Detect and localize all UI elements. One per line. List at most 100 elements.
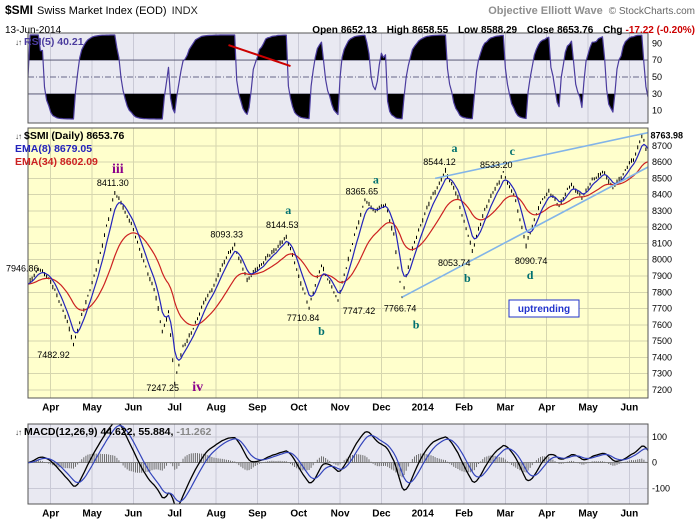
price-axis-label: 8500: [652, 173, 672, 183]
price-bars: [28, 134, 648, 386]
rsi-plot: [28, 34, 648, 120]
ema34-legend-text: EMA(34) 8602.09: [15, 156, 98, 168]
close-value: 8653.76: [557, 25, 594, 36]
x-axis-label: Nov: [331, 403, 350, 414]
x-axis-label: Mar: [497, 403, 515, 414]
macd-signal-line: [28, 425, 648, 503]
price-axis-label: 8200: [652, 222, 672, 232]
x-axis-label: May: [82, 403, 102, 414]
rsi-divergence-trendline: [228, 44, 291, 68]
ema34-line: [28, 161, 648, 326]
low-value: 8588.29: [480, 25, 518, 36]
price-axis-label: 7400: [652, 352, 672, 362]
collapse-arrows-icon: ↓↑: [15, 38, 22, 47]
macd-axis-label: 100: [652, 432, 667, 442]
chg-label: Chg: [603, 25, 623, 36]
x-axis-label-bottom: Apr: [42, 509, 59, 520]
x-axis-label-bottom: May: [578, 509, 598, 520]
quote-row: Open 8652.13 High 8658.55 Low 8588.29 Close…: [305, 25, 695, 36]
x-axis-label: 2014: [412, 403, 435, 414]
x-axis-label-bottom: Apr: [538, 509, 555, 520]
annotation-price-8544: 8544.12: [423, 157, 456, 167]
x-axis-label: Oct: [290, 403, 307, 414]
price-hgrid: [28, 145, 648, 391]
annotation-price-7747: 7747.42: [343, 306, 376, 316]
rsi-panel-border: [27, 32, 649, 124]
annotation-wave-d-mar: d: [527, 268, 534, 282]
annotation-price-7710: 7710.84: [287, 313, 320, 323]
price-axis-label: 8700: [652, 141, 672, 151]
annotation-price-7766: 7766.74: [384, 304, 417, 314]
annotation-price-7482: 7482.92: [37, 350, 70, 360]
chart-date: 13-Jun-2014: [5, 25, 62, 36]
price-panel-border: [27, 127, 649, 399]
price-plot: [28, 131, 648, 386]
x-axis-label-bottom: 2014: [412, 509, 435, 520]
brand-group: Objective Elliott Wave © StockCharts.com: [488, 1, 695, 19]
macd-axis-label: 0: [652, 458, 657, 468]
x-axis-label: May: [578, 403, 598, 414]
x-axis-label-bottom: Oct: [290, 509, 307, 520]
x-axis-label-bottom: Sep: [248, 509, 266, 520]
copyright: © StockCharts.com: [608, 6, 695, 17]
x-axis-label-bottom: Jun: [125, 509, 143, 520]
macd-line: [28, 424, 648, 504]
rsi-axis-label: 10: [652, 106, 662, 116]
annotation-price-8144: 8144.53: [266, 220, 299, 230]
price-axis-label: 8300: [652, 206, 672, 216]
low-label: Low: [457, 25, 478, 36]
annotation-wave-b-feb: b: [464, 271, 471, 285]
watermark: Objective Elliott Wave: [488, 5, 603, 17]
ema34-legend: EMA(34) 8602.09: [15, 156, 98, 168]
x-axis-label: Apr: [538, 403, 555, 414]
price-panel-bg: [28, 128, 648, 398]
last-price-axis-marker: 8763.98: [651, 131, 684, 141]
ema8-legend: EMA(8) 8679.05: [15, 143, 92, 155]
x-axis-label: Jul: [167, 403, 182, 414]
rsi-legend-text: RSI(5) 40.21: [24, 36, 84, 48]
price-axis-label: 7300: [652, 369, 672, 379]
uptrending-box: [508, 299, 580, 318]
annotation-price-8093: 8093.33: [210, 230, 243, 240]
price-axis-label: 7700: [652, 304, 672, 314]
x-axis-label-bottom: Jul: [167, 509, 182, 520]
annotation-wave-a-sep: a: [285, 203, 291, 217]
high-label: High: [386, 25, 410, 36]
price-axis-label: 7200: [652, 385, 672, 395]
annotation-price-7946: 7946.86: [6, 263, 39, 273]
header-title-row: $SMI Swiss Market Index (EOD) INDX Objecti…: [0, 0, 700, 19]
annotation-wave-b-dec: b: [413, 318, 420, 332]
chg-value: -17.22 (-0.20%): [625, 25, 695, 36]
annotation-price-8090: 8090.74: [515, 256, 548, 266]
upper-uptrend-line: [434, 131, 648, 180]
price-axis-label: 8600: [652, 157, 672, 167]
price-legend: ↓↑ $SMI (Daily) 8653.76: [15, 130, 124, 142]
open-value: 8652.13: [340, 25, 378, 36]
x-axis-label-bottom: Feb: [455, 509, 473, 520]
x-axis-label: Dec: [372, 403, 391, 414]
rsi-line: [28, 34, 648, 120]
lower-uptrend-line: [401, 166, 648, 298]
annotation-price-7247: 7247.25: [146, 383, 179, 393]
x-axis-label: Aug: [206, 403, 225, 414]
collapse-arrows-icon: ↓↑: [15, 132, 22, 141]
x-axis-label-bottom: Aug: [206, 509, 225, 520]
x-axis-label-bottom: Mar: [497, 509, 515, 520]
rsi-legend: ↓↑ RSI(5) 40.21: [15, 36, 84, 48]
exchange: INDX: [171, 5, 198, 17]
close-label: Close: [526, 25, 555, 36]
macd-legend-text: MACD(12,26,9) 44.622, 55.884,: [24, 426, 174, 438]
x-axis-label: Feb: [455, 403, 473, 414]
symbol-title: Swiss Market Index (EOD): [37, 5, 167, 17]
rsi-axis-label: 90: [652, 38, 662, 48]
ema8-legend-text: EMA(8) 8679.05: [15, 143, 93, 155]
macd-legend: ↓↑ MACD(12,26,9) 44.622, 55.884, -11.262: [15, 426, 211, 438]
macd-plot: [28, 424, 648, 504]
annotation-wave-c-mar: c: [510, 144, 516, 158]
x-axis-label: Jun: [125, 403, 143, 414]
x-axis-label-bottom: Nov: [331, 509, 350, 520]
price-axis-label: 8000: [652, 255, 672, 265]
annotation-price-8411: 8411.30: [97, 178, 129, 188]
